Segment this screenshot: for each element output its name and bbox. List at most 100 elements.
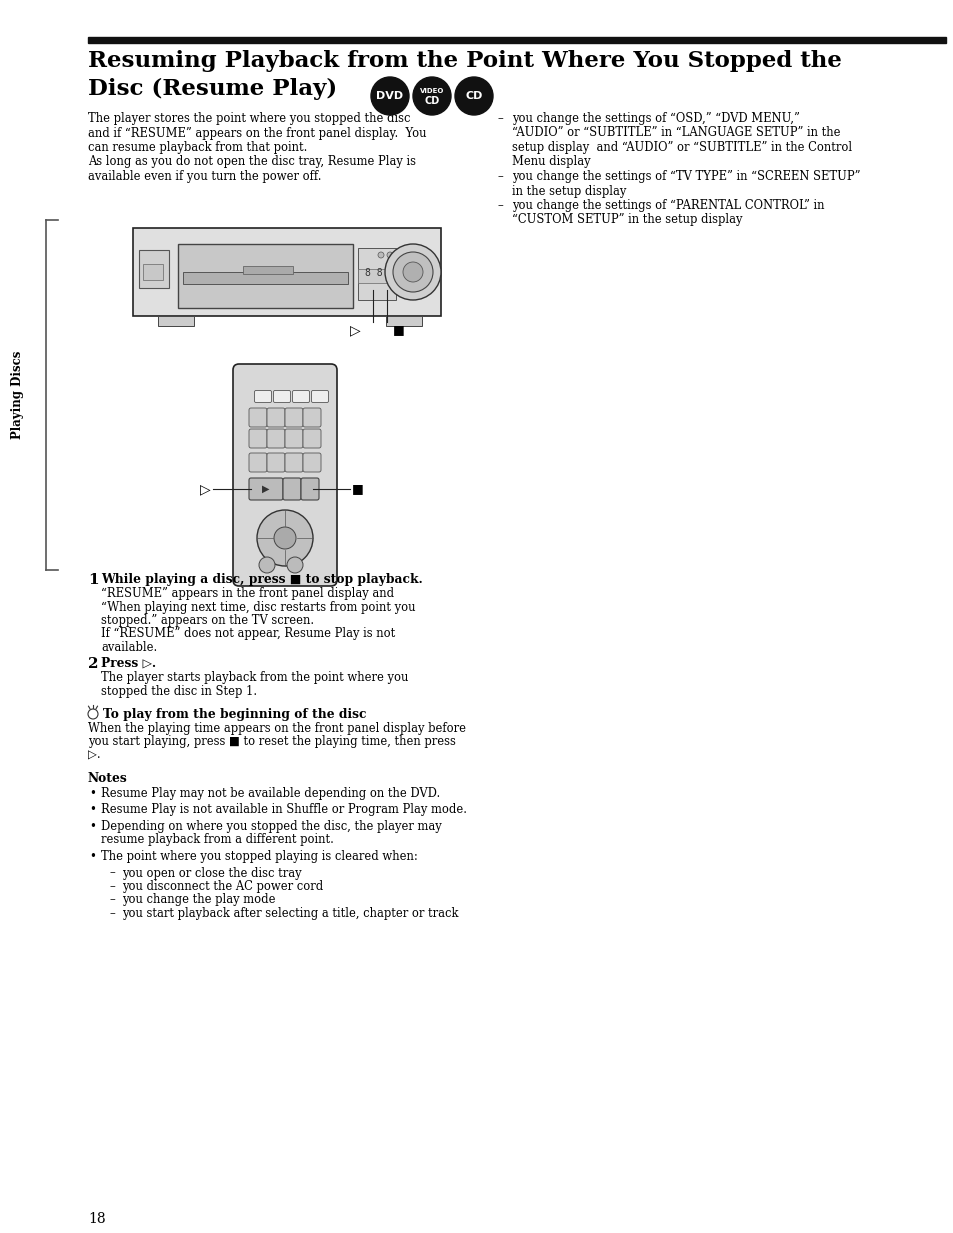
Text: When the playing time appears on the front panel display before: When the playing time appears on the fro…: [88, 723, 465, 735]
Circle shape: [455, 76, 493, 115]
Bar: [143, 264, 163, 280]
Circle shape: [385, 244, 440, 300]
Text: If “RESUME” does not appear, Resume Play is not: If “RESUME” does not appear, Resume Play…: [101, 628, 395, 640]
FancyBboxPatch shape: [285, 429, 303, 448]
Text: VIDEO: VIDEO: [419, 88, 444, 94]
Text: you open or close the disc tray: you open or close the disc tray: [122, 867, 301, 879]
Text: ■: ■: [352, 482, 363, 496]
Text: resume playback from a different point.: resume playback from a different point.: [101, 834, 334, 847]
Circle shape: [393, 252, 433, 292]
FancyBboxPatch shape: [267, 429, 285, 448]
Text: Menu display: Menu display: [512, 155, 590, 169]
Text: Resume Play is not available in Shuffle or Program Play mode.: Resume Play is not available in Shuffle …: [101, 804, 467, 816]
Bar: [178, 244, 353, 308]
Text: –: –: [110, 907, 115, 920]
Text: ▷: ▷: [199, 482, 210, 496]
Text: ▶: ▶: [262, 485, 270, 494]
FancyBboxPatch shape: [249, 453, 267, 472]
FancyBboxPatch shape: [267, 408, 285, 427]
FancyBboxPatch shape: [233, 364, 336, 586]
Text: CD: CD: [465, 91, 482, 101]
Text: 8 8: 8 8: [365, 268, 382, 277]
Text: •: •: [89, 850, 95, 863]
Text: and if “RESUME” appears on the front panel display.  You: and if “RESUME” appears on the front pan…: [88, 127, 426, 139]
Text: Resume Play may not be available depending on the DVD.: Resume Play may not be available dependi…: [101, 787, 439, 800]
Circle shape: [395, 252, 401, 258]
Bar: [132, 228, 440, 316]
Text: –: –: [497, 112, 503, 125]
Circle shape: [256, 510, 313, 566]
Text: Press ▷.: Press ▷.: [101, 657, 156, 670]
Text: DVD: DVD: [376, 91, 403, 101]
Text: 18: 18: [88, 1212, 106, 1226]
Text: To play from the beginning of the disc: To play from the beginning of the disc: [103, 708, 366, 721]
Text: ■: ■: [393, 323, 404, 337]
Bar: [158, 316, 193, 326]
FancyBboxPatch shape: [249, 478, 283, 501]
Text: As long as you do not open the disc tray, Resume Play is: As long as you do not open the disc tray…: [88, 155, 416, 169]
Circle shape: [402, 261, 422, 282]
Text: “RESUME” appears in the front panel display and: “RESUME” appears in the front panel disp…: [101, 587, 394, 600]
Text: CD: CD: [424, 96, 439, 106]
Text: you change the play mode: you change the play mode: [122, 894, 275, 906]
Text: can resume playback from that point.: can resume playback from that point.: [88, 141, 307, 154]
Text: –: –: [497, 199, 503, 212]
Text: you disconnect the AC power cord: you disconnect the AC power cord: [122, 880, 323, 893]
Text: “AUDIO” or “SUBTITLE” in “LANGUAGE SETUP” in the: “AUDIO” or “SUBTITLE” in “LANGUAGE SETUP…: [512, 127, 840, 139]
Text: The player stores the point where you stopped the disc: The player stores the point where you st…: [88, 112, 410, 125]
Text: –: –: [497, 170, 503, 182]
Bar: [357, 248, 395, 300]
Text: “CUSTOM SETUP” in the setup display: “CUSTOM SETUP” in the setup display: [512, 213, 741, 227]
Text: in the setup display: in the setup display: [512, 185, 626, 197]
Circle shape: [371, 76, 409, 115]
FancyBboxPatch shape: [303, 429, 320, 448]
Circle shape: [413, 76, 451, 115]
FancyBboxPatch shape: [285, 408, 303, 427]
FancyBboxPatch shape: [301, 478, 318, 501]
Text: you change the settings of “OSD,” “DVD MENU,”: you change the settings of “OSD,” “DVD M…: [512, 112, 799, 125]
Text: setup display  and “AUDIO” or “SUBTITLE” in the Control: setup display and “AUDIO” or “SUBTITLE” …: [512, 141, 851, 154]
Text: Depending on where you stopped the disc, the player may: Depending on where you stopped the disc,…: [101, 820, 441, 834]
FancyBboxPatch shape: [312, 391, 328, 402]
Text: The point where you stopped playing is cleared when:: The point where you stopped playing is c…: [101, 850, 417, 863]
Text: While playing a disc, press ■ to stop playback.: While playing a disc, press ■ to stop pl…: [101, 573, 422, 586]
Text: ▷.: ▷.: [88, 748, 100, 762]
FancyBboxPatch shape: [267, 453, 285, 472]
Bar: [88, 37, 945, 43]
Circle shape: [274, 526, 295, 549]
Text: 1: 1: [88, 573, 98, 587]
Text: “When playing next time, disc restarts from point you: “When playing next time, disc restarts f…: [101, 600, 416, 614]
Text: you change the settings of “TV TYPE” in “SCREEN SETUP”: you change the settings of “TV TYPE” in …: [512, 170, 860, 182]
Text: ▷: ▷: [350, 323, 360, 337]
Bar: [243, 266, 293, 274]
Circle shape: [377, 252, 384, 258]
FancyBboxPatch shape: [293, 391, 309, 402]
Text: you start playing, press ■ to reset the playing time, then press: you start playing, press ■ to reset the …: [88, 736, 456, 748]
Text: –: –: [110, 867, 115, 879]
Bar: [357, 269, 393, 284]
Text: •: •: [89, 820, 95, 834]
Text: –: –: [110, 894, 115, 906]
Text: Playing Discs: Playing Discs: [11, 351, 25, 439]
Text: 2: 2: [88, 657, 98, 671]
Circle shape: [287, 557, 303, 573]
Bar: [139, 250, 169, 289]
FancyBboxPatch shape: [249, 429, 267, 448]
Circle shape: [387, 252, 393, 258]
Circle shape: [88, 709, 98, 719]
Text: stopped.” appears on the TV screen.: stopped.” appears on the TV screen.: [101, 614, 314, 628]
FancyBboxPatch shape: [249, 408, 267, 427]
Text: •: •: [89, 787, 95, 800]
Text: Notes: Notes: [88, 772, 128, 785]
Bar: [386, 316, 421, 326]
FancyBboxPatch shape: [303, 408, 320, 427]
Text: you change the settings of “PARENTAL CONTROL” in: you change the settings of “PARENTAL CON…: [512, 199, 823, 212]
Text: stopped the disc in Step 1.: stopped the disc in Step 1.: [101, 684, 257, 698]
FancyBboxPatch shape: [274, 391, 291, 402]
Text: The player starts playback from the point where you: The player starts playback from the poin…: [101, 671, 408, 684]
Text: Disc (Resume Play): Disc (Resume Play): [88, 78, 336, 100]
Circle shape: [258, 557, 274, 573]
Text: Resuming Playback from the Point Where You Stopped the: Resuming Playback from the Point Where Y…: [88, 51, 841, 72]
FancyBboxPatch shape: [283, 478, 301, 501]
Text: –: –: [110, 880, 115, 893]
